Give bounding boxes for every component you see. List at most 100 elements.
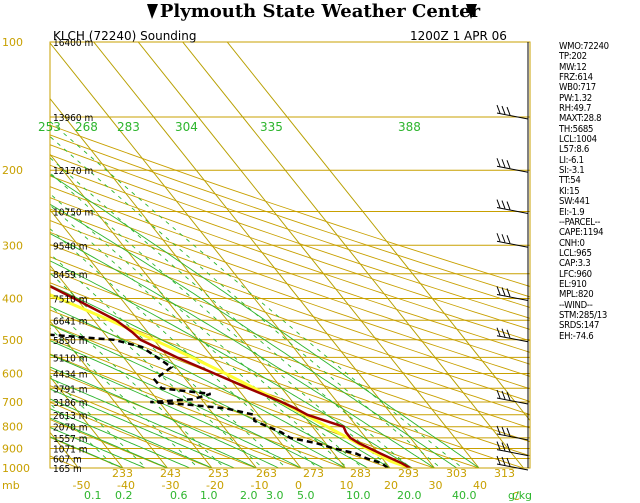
- pressure-tick-label: 1000: [2, 462, 30, 475]
- mixing-ratio-label: 1.0: [200, 489, 218, 502]
- dry-adiabat-line: [50, 309, 480, 468]
- wind-barb: [496, 327, 529, 343]
- index-item: STM:285/13: [559, 309, 607, 321]
- dry-adiabat-line: [50, 401, 213, 468]
- index-item: TH:5685: [559, 123, 594, 135]
- wind-barb: [496, 158, 529, 173]
- pressure-tick-label: 300: [2, 239, 23, 252]
- title-flag-icons: [147, 4, 477, 19]
- height-label: 5850 m: [53, 336, 88, 347]
- moist-adiabat-line: [50, 305, 369, 468]
- index-item: TT:54: [559, 175, 581, 187]
- moist-adiabat-line: [50, 426, 146, 468]
- index-item: RH:49.7: [559, 103, 592, 115]
- dry-adiabat-line: [50, 418, 169, 468]
- height-label: 9540 m: [53, 241, 88, 252]
- temperature-tick-label: 10: [340, 479, 354, 492]
- isotherm-line: [50, 42, 391, 468]
- mixing-ratio-unit: g/kg: [508, 489, 532, 502]
- wind-barb: [496, 104, 529, 120]
- moist-adiabat-line: [50, 232, 435, 468]
- theta-label-top: 283: [117, 120, 140, 134]
- temperature-tick-label: 0: [295, 479, 302, 492]
- height-label: 3186 m: [53, 398, 88, 409]
- dewpoint-line: [50, 333, 389, 468]
- mb-unit-label: mb: [2, 479, 20, 492]
- index-item: WB0:717: [559, 82, 596, 94]
- temperature-tick-label: -20: [206, 479, 224, 492]
- temperature-tick-label: 20: [384, 479, 398, 492]
- index-item: KI:15: [559, 185, 580, 197]
- mixing-ratio-line: [50, 135, 442, 468]
- mixing-ratio-lines: [50, 120, 464, 468]
- isotherm-line: [182, 42, 524, 468]
- mixing-ratio-label: 5.0: [297, 489, 315, 502]
- dry-adiabat-line: [50, 186, 530, 353]
- mixing-ratio-line: [50, 193, 364, 468]
- theta-label-bottom: 263: [256, 467, 277, 480]
- theta-label-top: 268: [75, 120, 98, 134]
- height-label: 165 m: [53, 464, 82, 475]
- wind-barb: [496, 441, 529, 457]
- wind-barb: [496, 233, 529, 248]
- index-item: SRDS:147: [559, 320, 600, 332]
- isotherm-line: [93, 42, 435, 468]
- time-label: 1200Z 1 APR 06: [410, 29, 507, 43]
- dry-adiabat-line: [50, 134, 530, 298]
- dry-adiabat-line: [50, 164, 530, 330]
- height-label: 6641 m: [53, 316, 88, 327]
- dry-adiabat-line: [50, 243, 530, 416]
- left-flag-icon: [147, 4, 158, 19]
- index-item: MAXT:28.8: [559, 113, 602, 125]
- mixing-ratio-line: [50, 204, 349, 468]
- index-item: WMO:72240: [559, 41, 609, 52]
- isotherm-line: [50, 375, 124, 468]
- index-item: CNH:0: [559, 237, 585, 249]
- index-item: EH:-74.6: [559, 330, 594, 342]
- height-label: 7510 m: [53, 294, 88, 305]
- mixing-ratio-label: 2.0: [240, 489, 258, 502]
- dry-adiabat-line: [50, 269, 530, 443]
- isotherm-line: [50, 153, 302, 468]
- wind-barb: [496, 286, 529, 301]
- dry-adiabat-line: [0, 42, 54, 477]
- mixing-ratio-line: [50, 304, 226, 468]
- moist-adiabat-line: [50, 340, 324, 468]
- wind-barbs: [496, 104, 529, 471]
- wind-barb: [496, 199, 529, 215]
- height-label: 2613 m: [53, 411, 88, 422]
- pressure-tick-label: 900: [2, 443, 23, 456]
- theta-label-bottom: 233: [112, 467, 133, 480]
- mixing-ratio-line: [50, 228, 319, 468]
- wind-barb: [496, 455, 529, 471]
- dry-adiabat-line: [50, 323, 436, 468]
- height-label: 4434 m: [53, 369, 88, 380]
- theta-label-bottom: 283: [350, 467, 371, 480]
- index-item: EI:-1.9: [559, 206, 585, 218]
- moist-adiabat-line: [50, 366, 279, 468]
- dry-adiabat-line: [50, 369, 302, 468]
- theta-label-bottom: 273: [303, 467, 324, 480]
- plot-area: [0, 42, 530, 477]
- mixing-ratio-line: [50, 327, 200, 468]
- index-item: LCL:965: [559, 247, 592, 259]
- mixing-ratio-label: 10.0: [346, 489, 371, 502]
- theta-label-top: 304: [175, 120, 198, 134]
- moist-adiabat-line: [50, 417, 168, 468]
- wind-barb: [496, 425, 529, 441]
- isotherm-line: [50, 209, 257, 468]
- dry-adiabats: [0, 42, 530, 477]
- temperature-tick-label: 30: [429, 479, 443, 492]
- mixing-ratio-line: [50, 253, 288, 468]
- index-item: SI:-3.1: [559, 165, 585, 177]
- index-item: EL:910: [559, 278, 587, 290]
- isotherm-line: [50, 320, 168, 468]
- moist-adiabat-line: [50, 408, 190, 468]
- mixing-ratio-label: 3.0: [266, 489, 284, 502]
- pressure-tick-label: 100: [2, 36, 23, 49]
- temperature-tick-label: -50: [73, 479, 91, 492]
- pressure-tick-label: 200: [2, 164, 23, 177]
- height-label: 2070 m: [53, 423, 88, 434]
- dry-adiabat-line: [50, 197, 530, 365]
